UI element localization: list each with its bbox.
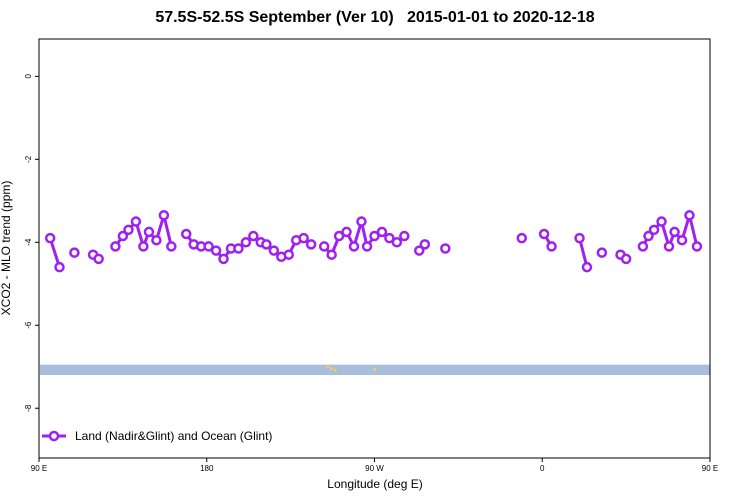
data-point [656,216,667,227]
surface-mark [373,367,376,371]
data-point [110,241,121,252]
x-tick-label: 90 E [702,464,718,473]
data-point [268,245,280,256]
data-point [376,226,388,238]
x-axis-label: Longitude (deg E) [327,477,422,491]
data-point [305,239,317,250]
y-axis-label: XCO2 - MLO trend (ppm) [0,181,13,316]
data-point [151,234,162,246]
data-point [574,232,585,244]
data-point [596,247,608,258]
data-point [123,224,134,236]
data-point [130,216,142,227]
data-point [138,241,149,252]
data-point [369,230,380,242]
data-point [348,241,360,252]
data-point [203,241,214,252]
surface-mark [330,367,334,371]
y-axis-ticks: 0 -2 -4 -6 -8 [24,74,39,412]
data-point [648,224,660,236]
legend-marker-swatch [48,430,60,442]
data-point [240,237,252,248]
legend-label: Land (Nadir&Glint) and Ocean (Glint) [75,429,272,443]
surface-mark [326,365,330,369]
data-point [361,241,373,252]
data-point [384,232,395,244]
data-point [326,249,337,260]
x-axis-ticks: 90 E 180 90 W 0 90 E [31,458,718,473]
data-point [210,245,222,256]
series-points-layer [44,210,703,273]
data-point [93,253,104,265]
data-point [283,249,295,260]
surface-marks-layer [326,365,376,372]
data-point [399,230,410,242]
data-point [117,230,129,242]
data-point [581,261,593,273]
data-point [341,226,352,238]
data-point [333,230,345,242]
y-tick-label: -4 [24,238,33,246]
data-point [676,234,688,246]
data-point [538,228,550,240]
chart-title: 57.5S-52.5S September (Ver 10) 2015-01-0… [155,9,595,26]
data-point [180,228,192,240]
x-tick-label: 0 [540,464,545,473]
data-point [643,230,654,242]
legend: Land (Nadir&Glint) and Ocean (Glint) [42,429,272,443]
y-tick-label: 0 [24,74,33,79]
series-lines-layer [48,209,699,268]
data-point [356,216,367,227]
surface-mark [333,368,337,372]
data-point [413,245,425,256]
data-point [620,253,632,265]
data-point [143,226,155,238]
x-tick-label: 90 W [365,464,384,473]
data-point [218,253,229,265]
data-point [516,232,527,244]
data-point [233,243,244,254]
x-tick-label: 180 [200,464,214,473]
data-point [298,232,309,244]
data-point [54,261,65,273]
data-point [419,239,431,250]
y-tick-label: -2 [24,155,33,163]
data-point [248,230,259,242]
data-point [69,247,80,258]
data-point [691,241,703,252]
data-point [44,232,56,244]
data-point [158,210,170,221]
data-point [391,237,403,248]
y-tick-label: -6 [24,321,33,329]
data-point [663,241,675,252]
data-point [166,241,177,252]
x-tick-label: 90 E [31,464,47,473]
data-point [637,241,649,252]
data-point [261,239,272,250]
y-tick-label: -8 [24,404,33,412]
data-point [669,226,680,238]
data-point [546,241,557,252]
data-point [684,210,695,221]
data-point [318,241,330,252]
data-point [440,243,451,254]
